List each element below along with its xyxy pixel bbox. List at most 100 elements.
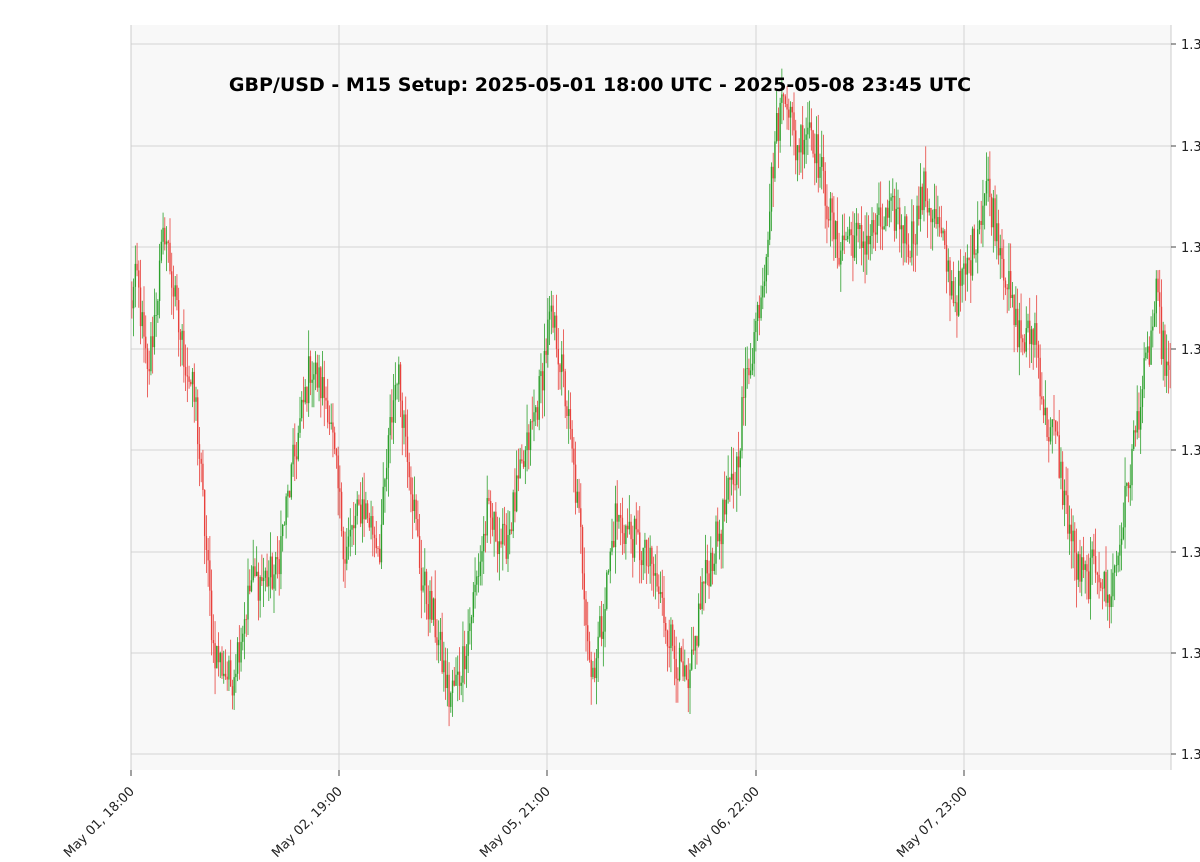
candle-body xyxy=(831,198,833,213)
candle-body xyxy=(292,444,294,465)
candle-body xyxy=(138,270,140,288)
candle-body xyxy=(973,228,975,255)
candle-body xyxy=(597,636,599,659)
candle-body xyxy=(356,499,358,516)
candle-body xyxy=(748,368,750,376)
candle-body xyxy=(1169,365,1171,371)
candle-body xyxy=(606,572,608,609)
candle-body xyxy=(1030,329,1033,345)
candle-body xyxy=(1032,329,1034,345)
candle-body xyxy=(885,207,887,227)
candle-body xyxy=(328,422,331,425)
candle-body xyxy=(784,96,787,104)
candle-body xyxy=(952,281,955,304)
candle-body xyxy=(231,686,234,696)
candle-body xyxy=(228,660,230,680)
candle-body xyxy=(309,356,312,383)
candle-body xyxy=(687,679,689,689)
candle-body xyxy=(1155,278,1157,314)
candle-body xyxy=(134,263,137,287)
candle-body xyxy=(521,459,523,462)
candle-body xyxy=(762,286,764,298)
candle-body xyxy=(928,207,930,213)
candle-body xyxy=(280,536,282,575)
candle-body xyxy=(789,106,792,118)
candle-body xyxy=(925,171,927,202)
candle-body xyxy=(476,576,478,585)
candle-body xyxy=(1048,437,1050,442)
candle-body xyxy=(413,499,416,512)
candle-body xyxy=(895,208,897,231)
candle-body xyxy=(1105,571,1107,603)
candle-body xyxy=(359,504,362,524)
candle-body xyxy=(871,220,873,236)
candle-body xyxy=(999,248,1001,256)
candle-body xyxy=(918,205,920,220)
candle-body xyxy=(994,198,996,242)
candle-body xyxy=(819,166,821,178)
candle-body xyxy=(1145,352,1147,359)
candle-body xyxy=(1074,530,1076,553)
candle-body xyxy=(975,253,977,255)
candle-body xyxy=(526,432,528,451)
candle-body xyxy=(736,456,738,485)
candle-body xyxy=(543,350,546,391)
candle-body xyxy=(977,229,979,254)
candle-body xyxy=(734,484,736,486)
candle-body xyxy=(703,581,705,584)
candle-body xyxy=(1165,361,1168,376)
candle-body xyxy=(512,492,514,532)
candle-body xyxy=(165,241,168,245)
candle-body xyxy=(517,475,520,479)
candle-body xyxy=(1016,308,1019,348)
candle-body xyxy=(576,491,579,503)
candle-body xyxy=(240,641,242,663)
candle-body xyxy=(302,399,305,403)
candle-body xyxy=(1143,358,1145,390)
candle-body xyxy=(1152,326,1154,331)
candle-body xyxy=(580,508,582,528)
candle-body xyxy=(238,642,241,663)
candle-body xyxy=(841,235,844,251)
candle-body xyxy=(403,414,405,428)
candle-body xyxy=(327,400,329,423)
candle-body xyxy=(581,527,584,574)
candle-body xyxy=(968,257,970,261)
candle-body xyxy=(505,525,507,559)
candle-body xyxy=(562,354,565,372)
candle-body xyxy=(725,499,728,515)
candle-body xyxy=(1009,271,1012,299)
candle-body xyxy=(869,235,871,245)
candle-body xyxy=(838,257,840,265)
candle-body xyxy=(408,462,410,478)
candle-body xyxy=(441,631,443,673)
candle-body xyxy=(415,499,417,520)
candle-body xyxy=(552,305,554,328)
candle-body xyxy=(711,552,714,571)
candle-body xyxy=(909,257,911,258)
candle-body xyxy=(411,494,414,512)
candle-body xyxy=(486,498,488,536)
candle-body xyxy=(469,623,471,632)
candle-body xyxy=(866,235,868,255)
candle-body xyxy=(321,377,324,399)
candle-body xyxy=(881,226,884,230)
candle-body xyxy=(510,529,513,532)
candle-body xyxy=(219,652,221,663)
candle-body xyxy=(937,217,939,225)
candle-body xyxy=(1079,554,1081,582)
candle-body xyxy=(930,207,932,223)
candle-body xyxy=(262,577,265,582)
candle-body xyxy=(777,113,780,141)
candle-body xyxy=(654,573,657,576)
candle-body xyxy=(621,517,624,534)
candle-body xyxy=(755,320,757,333)
candle-body xyxy=(587,625,589,642)
candle-body xyxy=(167,241,169,243)
candle-body xyxy=(1046,407,1048,438)
candle-body xyxy=(509,529,511,535)
candle-body xyxy=(682,661,684,677)
candle-body xyxy=(644,539,646,548)
candle-body xyxy=(143,312,145,337)
candle-body xyxy=(744,368,747,398)
